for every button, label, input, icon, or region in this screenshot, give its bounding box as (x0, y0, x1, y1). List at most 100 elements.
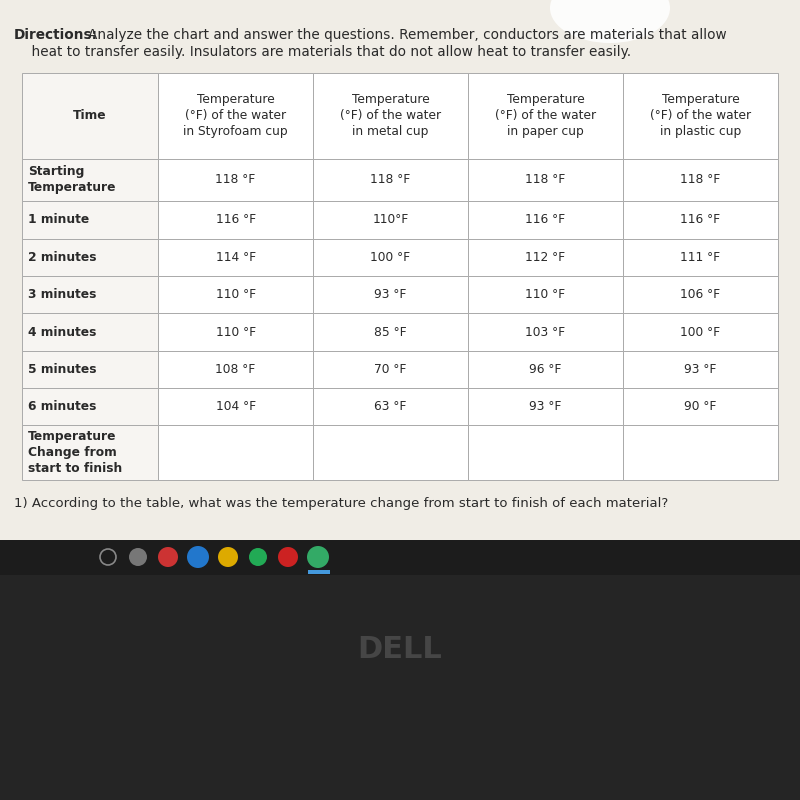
Text: 100 °F: 100 °F (681, 326, 721, 338)
Text: 100 °F: 100 °F (370, 250, 410, 264)
Bar (22, 276, 158, 314)
Text: Temperature
(°F) of the water
in Styrofoam cup: Temperature (°F) of the water in Styrofo… (183, 94, 288, 138)
Bar (468, 158, 623, 202)
Bar (623, 388, 778, 426)
Text: Time: Time (74, 110, 107, 122)
Bar (468, 314, 623, 350)
Bar (623, 350, 778, 388)
Bar (158, 276, 313, 314)
Bar (313, 426, 468, 480)
Text: 110°F: 110°F (373, 214, 409, 226)
Bar (22, 158, 158, 202)
Bar (468, 73, 623, 158)
Bar (468, 202, 623, 238)
Text: heat to transfer easily. Insulators are materials that do not allow heat to tran: heat to transfer easily. Insulators are … (14, 45, 631, 59)
Text: 118 °F: 118 °F (526, 174, 566, 186)
Bar (623, 202, 778, 238)
Bar (468, 388, 623, 426)
Text: 116 °F: 116 °F (526, 214, 566, 226)
Bar (22, 314, 158, 350)
Bar (468, 276, 623, 314)
Text: 1 minute: 1 minute (28, 214, 90, 226)
Bar (623, 158, 778, 202)
Text: 6 minutes: 6 minutes (28, 400, 96, 414)
Text: 103 °F: 103 °F (526, 326, 566, 338)
Text: 116 °F: 116 °F (215, 214, 256, 226)
Bar (313, 158, 468, 202)
Bar (468, 426, 623, 480)
Bar (0, 540, 800, 575)
Bar (158, 350, 313, 388)
Bar (308, 570, 330, 574)
Bar (313, 350, 468, 388)
Bar (313, 73, 468, 158)
Bar (158, 388, 313, 426)
Bar (22, 350, 158, 388)
Bar (623, 73, 778, 158)
Text: 118 °F: 118 °F (370, 174, 410, 186)
Bar (22, 238, 158, 276)
Bar (158, 202, 313, 238)
Text: 3 minutes: 3 minutes (28, 288, 96, 301)
Text: 118 °F: 118 °F (215, 174, 256, 186)
Text: 118 °F: 118 °F (680, 174, 721, 186)
Text: 63 °F: 63 °F (374, 400, 406, 414)
Bar (22, 388, 158, 426)
Text: 93 °F: 93 °F (374, 288, 406, 301)
Bar (22, 202, 158, 238)
Text: 114 °F: 114 °F (215, 250, 256, 264)
Bar (623, 276, 778, 314)
Text: 104 °F: 104 °F (215, 400, 256, 414)
Text: 111 °F: 111 °F (681, 250, 721, 264)
Circle shape (187, 546, 209, 568)
Text: Analyze the chart and answer the questions. Remember, conductors are materials t: Analyze the chart and answer the questio… (88, 28, 726, 42)
Bar (0, 575, 800, 800)
Text: Temperature
Change from
start to finish: Temperature Change from start to finish (28, 430, 122, 475)
Text: Starting
Temperature: Starting Temperature (28, 166, 117, 194)
Circle shape (249, 548, 267, 566)
Bar (468, 238, 623, 276)
Bar (313, 202, 468, 238)
Bar (158, 238, 313, 276)
Bar (22, 426, 158, 480)
Bar (158, 158, 313, 202)
Circle shape (307, 546, 329, 568)
Text: 108 °F: 108 °F (215, 363, 256, 376)
Bar (158, 314, 313, 350)
Text: 2 minutes: 2 minutes (28, 250, 97, 264)
Text: 4 minutes: 4 minutes (28, 326, 96, 338)
Circle shape (218, 547, 238, 567)
Text: 85 °F: 85 °F (374, 326, 407, 338)
Bar (623, 426, 778, 480)
Text: Temperature
(°F) of the water
in metal cup: Temperature (°F) of the water in metal c… (340, 94, 441, 138)
Text: 112 °F: 112 °F (526, 250, 566, 264)
Bar (623, 238, 778, 276)
Text: Temperature
(°F) of the water
in paper cup: Temperature (°F) of the water in paper c… (495, 94, 596, 138)
Text: 93 °F: 93 °F (684, 363, 717, 376)
Text: 90 °F: 90 °F (684, 400, 717, 414)
Bar (313, 238, 468, 276)
Text: 110 °F: 110 °F (215, 288, 256, 301)
Text: 110 °F: 110 °F (526, 288, 566, 301)
Text: Directions:: Directions: (14, 28, 98, 42)
Text: 1) According to the table, what was the temperature change from start to finish : 1) According to the table, what was the … (14, 497, 668, 510)
Bar (22, 73, 158, 158)
Text: 96 °F: 96 °F (530, 363, 562, 376)
Text: Temperature
(°F) of the water
in plastic cup: Temperature (°F) of the water in plastic… (650, 94, 751, 138)
Circle shape (129, 548, 147, 566)
Bar (313, 276, 468, 314)
Bar (468, 350, 623, 388)
Text: DELL: DELL (358, 635, 442, 665)
Bar (623, 314, 778, 350)
Bar (313, 314, 468, 350)
Circle shape (278, 547, 298, 567)
Bar (0, 0, 800, 540)
Text: 116 °F: 116 °F (681, 214, 721, 226)
Text: 110 °F: 110 °F (215, 326, 256, 338)
Text: 5 minutes: 5 minutes (28, 363, 97, 376)
Bar (158, 73, 313, 158)
Text: 70 °F: 70 °F (374, 363, 406, 376)
Bar (313, 388, 468, 426)
Text: 93 °F: 93 °F (530, 400, 562, 414)
Text: 106 °F: 106 °F (681, 288, 721, 301)
